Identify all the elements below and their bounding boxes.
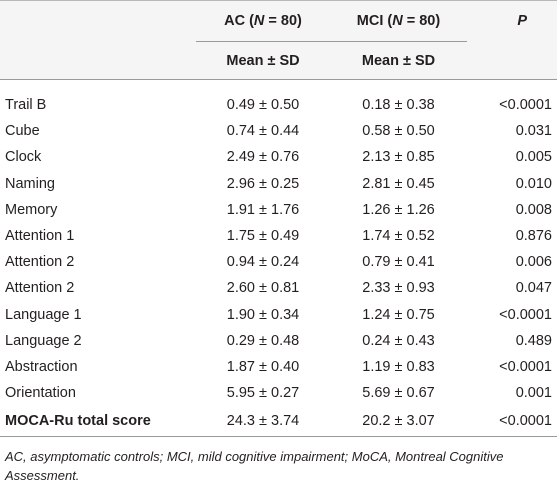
- mci-value: 2.81 ± 0.45: [362, 175, 435, 192]
- ac-value: 0.74 ± 0.44: [226, 123, 300, 140]
- p-value: <0.0001: [499, 306, 552, 323]
- mci-value: 0.18 ± 0.38: [362, 97, 435, 114]
- mci-value: 1.74 ± 0.52: [362, 228, 435, 245]
- mci-value: 0.58 ± 0.50: [362, 123, 435, 140]
- header-ac: AC (N = 80): [196, 0, 330, 42]
- p-value: 0.006: [515, 254, 552, 271]
- subheader-mci: Mean ± SD: [330, 41, 467, 80]
- table-row: Language 1 1.90 ± 0.34 1.24 ± 0.75 <0.0001: [0, 302, 557, 328]
- ac-value: 0.29 ± 0.48: [226, 332, 300, 349]
- row-label: Attention 1: [5, 228, 75, 245]
- row-label: Cube: [5, 123, 40, 140]
- p-value: 0.876: [515, 228, 552, 245]
- header-p: P: [467, 0, 557, 42]
- mci-value: 5.69 ± 0.67: [362, 385, 435, 402]
- table-header: AC (N = 80) MCI (N = 80) P Mean ± SD Mea…: [0, 0, 557, 80]
- ac-value: 1.91 ± 1.76: [226, 201, 300, 218]
- table-row: Naming 2.96 ± 0.25 2.81 ± 0.45 0.010: [0, 171, 557, 197]
- table-row: Attention 1 1.75 ± 0.49 1.74 ± 0.52 0.876: [0, 223, 557, 249]
- table-row: Clock 2.49 ± 0.76 2.13 ± 0.85 0.005: [0, 144, 557, 170]
- ac-value: 2.96 ± 0.25: [226, 175, 300, 192]
- p-value: 0.001: [515, 385, 552, 402]
- p-value: 0.489: [515, 332, 552, 349]
- p-value: <0.0001: [467, 406, 557, 438]
- row-label: Language 1: [5, 306, 82, 323]
- mci-value: 0.24 ± 0.43: [362, 332, 435, 349]
- mci-value: 1.26 ± 1.26: [362, 201, 435, 218]
- row-label: Naming: [5, 175, 55, 192]
- row-label: Attention 2: [5, 254, 75, 271]
- header-blank: [0, 0, 196, 42]
- mci-value: 2.13 ± 0.85: [362, 149, 435, 166]
- table-row: MOCA-Ru total score 24.3 ± 3.74 20.2 ± 3.0…: [0, 406, 557, 438]
- ac-value: 1.75 ± 0.49: [226, 228, 300, 245]
- row-label: Abstraction: [5, 358, 78, 375]
- row-label: MOCA-Ru total score: [0, 406, 196, 438]
- table-row: Memory 1.91 ± 1.76 1.26 ± 1.26 0.008: [0, 197, 557, 223]
- mci-value: 20.2 ± 3.07: [330, 406, 467, 438]
- ac-value: 5.95 ± 0.27: [226, 385, 300, 402]
- p-value: 0.010: [515, 175, 552, 192]
- table-body: Trail B 0.49 ± 0.50 0.18 ± 0.38 <0.0001 Cube…: [0, 80, 557, 438]
- row-label: Trail B: [5, 97, 47, 114]
- table-row: Attention 2 2.60 ± 0.81 2.33 ± 0.93 0.047: [0, 275, 557, 301]
- ac-value: 2.49 ± 0.76: [226, 149, 300, 166]
- row-label: Attention 2: [5, 280, 75, 297]
- results-table: AC (N = 80) MCI (N = 80) P Mean ± SD Mea…: [0, 0, 557, 438]
- ac-value: 24.3 ± 3.74: [196, 406, 330, 438]
- subheader-blank: [0, 41, 196, 80]
- subheader-ac: Mean ± SD: [196, 41, 330, 80]
- mci-value: 0.79 ± 0.41: [362, 254, 435, 271]
- mci-value: 1.19 ± 0.83: [362, 358, 435, 375]
- row-label: Memory: [5, 201, 58, 218]
- table-row: Abstraction 1.87 ± 0.40 1.19 ± 0.83 <0.0001: [0, 354, 557, 380]
- ac-value: 1.87 ± 0.40: [226, 358, 300, 375]
- p-value: 0.031: [515, 123, 552, 140]
- row-label: Language 2: [5, 332, 82, 349]
- table-row: Language 2 0.29 ± 0.48 0.24 ± 0.43 0.489: [0, 328, 557, 354]
- ac-value: 0.94 ± 0.24: [226, 254, 300, 271]
- ac-value: 2.60 ± 0.81: [226, 280, 300, 297]
- p-value: 0.005: [515, 149, 552, 166]
- p-value: <0.0001: [499, 358, 552, 375]
- p-value: 0.047: [515, 280, 552, 297]
- mci-value: 2.33 ± 0.93: [362, 280, 435, 297]
- table-row: Attention 2 0.94 ± 0.24 0.79 ± 0.41 0.006: [0, 249, 557, 275]
- ac-value: 0.49 ± 0.50: [226, 97, 300, 114]
- header-mci: MCI (N = 80): [330, 0, 467, 42]
- row-label: Orientation: [5, 385, 76, 402]
- p-value: 0.008: [515, 201, 552, 218]
- table-row: Orientation 5.95 ± 0.27 5.69 ± 0.67 0.001: [0, 380, 557, 406]
- table-row: Cube 0.74 ± 0.44 0.58 ± 0.50 0.031: [0, 118, 557, 144]
- mci-value: 1.24 ± 0.75: [362, 306, 435, 323]
- subheader-p: [467, 41, 557, 80]
- table-row: Trail B 0.49 ± 0.50 0.18 ± 0.38 <0.0001: [0, 92, 557, 118]
- p-value: <0.0001: [499, 97, 552, 114]
- row-label: Clock: [5, 149, 42, 166]
- table-footnote: AC, asymptomatic controls; MCI, mild cog…: [5, 449, 504, 483]
- ac-value: 1.90 ± 0.34: [226, 306, 300, 323]
